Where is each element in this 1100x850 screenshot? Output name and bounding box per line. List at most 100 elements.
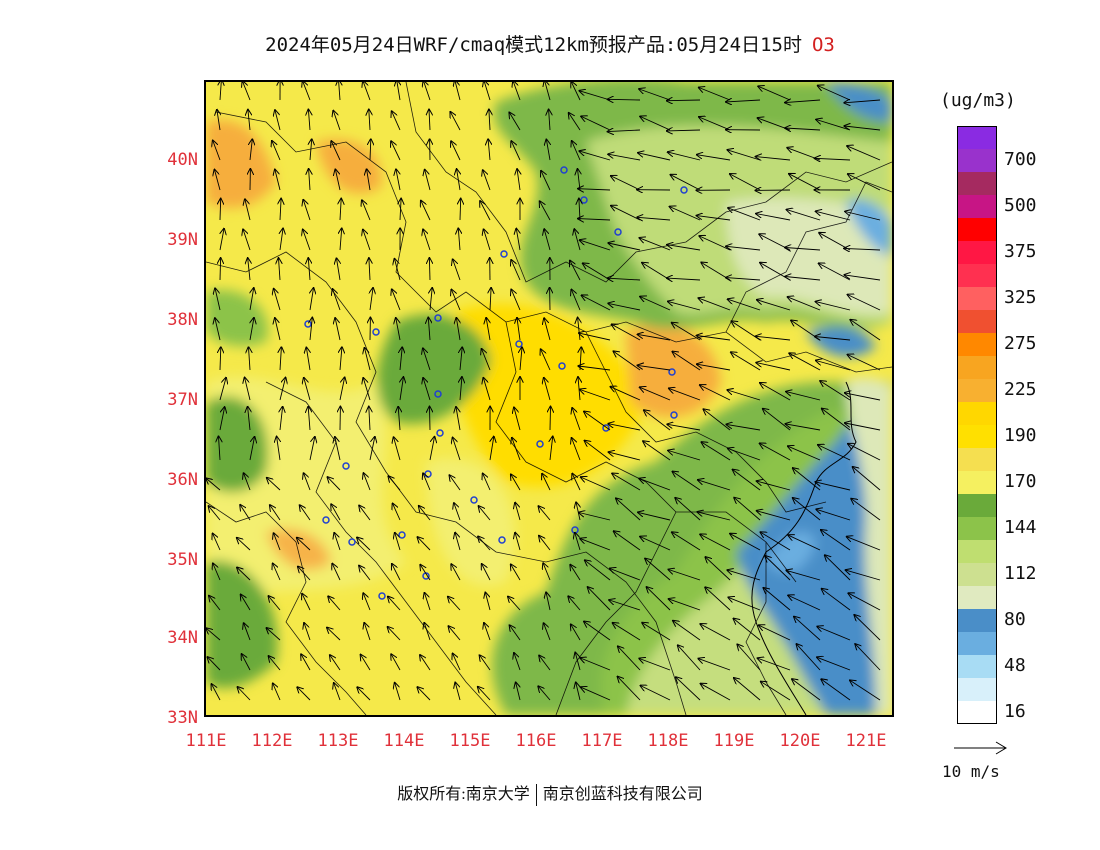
wind-arrow-icon — [303, 200, 311, 221]
wind-arrow-icon — [423, 473, 431, 491]
wind-arrow-icon — [213, 564, 221, 581]
wind-arrow-icon — [700, 385, 731, 401]
wind-arrow-icon — [609, 600, 641, 611]
wind-arrow-icon — [482, 564, 491, 581]
wind-arrow-icon — [697, 364, 731, 371]
wind-arrow-icon — [420, 565, 431, 581]
city-marker-icon — [668, 368, 676, 376]
wind-arrow-icon — [756, 157, 791, 160]
wind-arrow-icon — [310, 318, 312, 341]
wind-arrow-icon — [302, 594, 311, 611]
city-marker-icon — [500, 250, 508, 258]
wind-arrow-icon — [618, 677, 641, 701]
city-marker-icon — [372, 328, 380, 336]
wind-arrow-icon — [756, 363, 791, 371]
wind-arrow-icon — [303, 82, 311, 101]
wind-arrow-icon — [788, 297, 821, 311]
wind-arrow-icon — [220, 258, 221, 281]
wind-arrow-icon — [400, 199, 401, 221]
wind-arrow-icon — [520, 347, 522, 371]
lon-tick-label: 112E — [251, 731, 293, 751]
wind-arrow-icon — [484, 229, 491, 251]
wind-arrow-icon — [370, 139, 371, 161]
wind-arrow-icon — [578, 219, 611, 220]
wind-arrow-icon — [364, 623, 371, 641]
wind-arrow-icon — [644, 410, 671, 431]
wind-arrow-icon — [734, 619, 761, 641]
wind-arrow-icon — [215, 318, 221, 341]
wind-arrow-icon — [764, 588, 791, 611]
wind-arrow-icon — [613, 623, 641, 641]
copyright-owner: 版权所有:南京大学 — [397, 786, 530, 803]
wind-arrow-icon — [274, 533, 281, 551]
wind-arrow-icon — [673, 472, 701, 491]
wind-arrow-icon — [243, 82, 251, 101]
wind-arrow-icon — [515, 503, 521, 521]
lon-tick-label: 111E — [185, 731, 227, 751]
wind-arrow-icon — [297, 538, 311, 551]
wind-arrow-icon — [730, 534, 761, 551]
wind-arrow-icon — [206, 628, 221, 641]
coastline — [751, 381, 857, 715]
wind-arrow-icon — [392, 111, 401, 131]
wind-arrow-icon — [363, 378, 371, 401]
wind-arrow-icon — [339, 378, 345, 401]
wind-arrow-icon — [699, 88, 731, 101]
wind-arrow-icon — [304, 623, 311, 641]
wind-arrow-icon — [240, 505, 251, 521]
lat-tick-label: 35N — [167, 550, 198, 570]
wind-arrow-icon — [728, 597, 761, 611]
wind-arrow-icon — [611, 176, 641, 191]
wind-arrow-icon — [238, 687, 251, 701]
wind-arrow-icon — [449, 626, 461, 641]
wind-arrow-icon — [737, 645, 761, 671]
wind-arrow-icon — [391, 141, 401, 161]
lon-tick-label: 116E — [515, 731, 557, 751]
wind-arrow-icon — [667, 424, 701, 431]
wind-arrow-icon — [400, 377, 403, 401]
wind-arrow-icon — [761, 682, 791, 701]
copyright-company: 南京创蓝科技有限公司 — [542, 786, 703, 803]
wind-arrow-icon — [854, 615, 881, 641]
wind-arrow-icon — [581, 116, 611, 131]
wind-arrow-icon — [571, 82, 581, 101]
wind-arrow-icon — [639, 659, 671, 671]
wind-arrow-icon — [588, 587, 611, 611]
wind-arrow-icon — [572, 438, 581, 461]
wind-arrow-icon — [272, 141, 281, 161]
wind-arrow-icon — [245, 378, 251, 401]
wind-arrow-icon — [275, 318, 281, 341]
wind-arrow-icon — [668, 451, 701, 461]
wind-arrow-icon — [361, 655, 371, 671]
wind-arrow-icon — [241, 595, 251, 611]
wind-arrow-icon — [398, 407, 400, 431]
wind-arrow-icon — [616, 498, 641, 521]
wind-arrow-icon — [572, 141, 581, 161]
lon-tick-label: 114E — [383, 731, 425, 751]
wind-arrow-icon — [611, 387, 641, 401]
wind-arrow-icon — [757, 300, 791, 311]
wind-arrow-icon — [209, 506, 221, 521]
wind-arrow-icon — [580, 539, 611, 551]
colorbar-tick-label: 275 — [1004, 333, 1037, 354]
wind-arrow-icon — [248, 407, 250, 431]
wind-arrow-icon — [785, 128, 821, 130]
wind-arrow-icon — [816, 482, 851, 491]
city-marker-icon — [348, 538, 356, 546]
wind-arrow-icon — [733, 470, 761, 491]
wind-arrow-icon — [244, 473, 251, 491]
wind-arrow-icon — [608, 243, 641, 251]
lat-tick-label: 37N — [167, 390, 198, 410]
wind-arrow-icon — [583, 263, 611, 281]
wind-arrow-icon — [367, 169, 370, 191]
wind-arrow-icon — [206, 478, 221, 491]
wind-arrow-icon — [608, 278, 641, 280]
wind-arrow-icon — [846, 570, 881, 581]
wind-arrow-icon — [786, 570, 821, 581]
wind-arrow-icon — [541, 349, 551, 371]
wind-arrow-icon — [609, 452, 641, 461]
wind-arrow-icon — [845, 212, 881, 221]
wind-arrow-icon — [645, 559, 671, 581]
wind-arrow-icon — [816, 509, 851, 521]
